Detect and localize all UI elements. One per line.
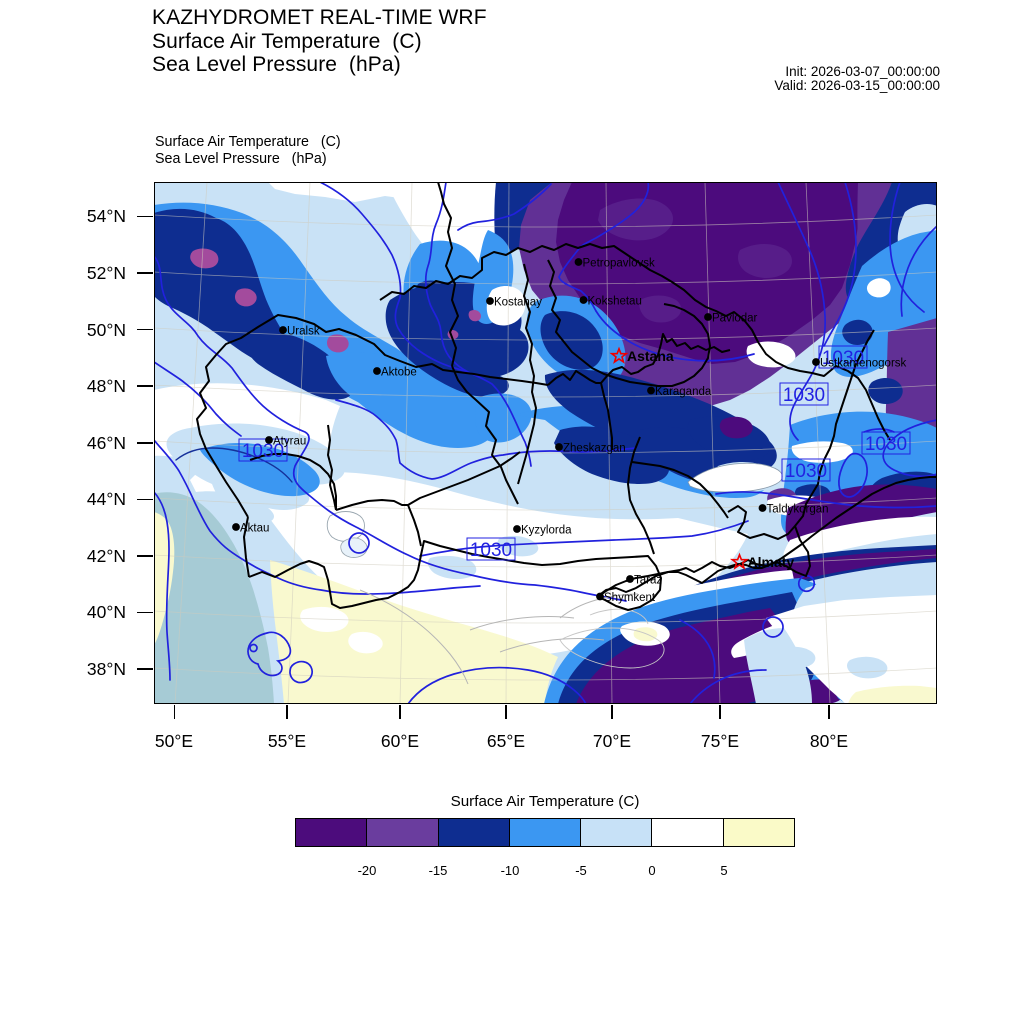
svg-text:1030: 1030 bbox=[470, 540, 512, 561]
svg-text:Almaty: Almaty bbox=[748, 554, 795, 570]
svg-text:Shymkent: Shymkent bbox=[604, 592, 656, 604]
svg-text:1030: 1030 bbox=[822, 348, 864, 369]
svg-text:Atyrau: Atyrau bbox=[273, 436, 306, 448]
svg-text:Aktobe: Aktobe bbox=[381, 367, 417, 379]
svg-text:Kokshetau: Kokshetau bbox=[588, 296, 642, 308]
svg-text:1030: 1030 bbox=[785, 461, 827, 482]
svg-text:Kostanay: Kostanay bbox=[494, 297, 542, 309]
svg-text:Zheskazgan: Zheskazgan bbox=[563, 443, 626, 455]
svg-text:Taldykorgan: Taldykorgan bbox=[767, 504, 829, 516]
svg-text:Petropavlovsk: Petropavlovsk bbox=[583, 258, 655, 270]
svg-text:1030: 1030 bbox=[242, 441, 284, 462]
svg-text:Ustkamenogorsk: Ustkamenogorsk bbox=[820, 358, 907, 370]
svg-text:1030: 1030 bbox=[865, 434, 907, 455]
svg-text:Uralsk: Uralsk bbox=[287, 326, 320, 338]
svg-text:Kyzylorda: Kyzylorda bbox=[521, 525, 572, 537]
svg-text:Astana: Astana bbox=[627, 348, 674, 364]
svg-text:Karaganda: Karaganda bbox=[655, 386, 712, 398]
svg-text:Pavlodar: Pavlodar bbox=[712, 313, 758, 325]
svg-text:Aktau: Aktau bbox=[240, 523, 269, 535]
svg-text:Taraz: Taraz bbox=[634, 575, 662, 587]
svg-text:1030: 1030 bbox=[783, 385, 825, 406]
